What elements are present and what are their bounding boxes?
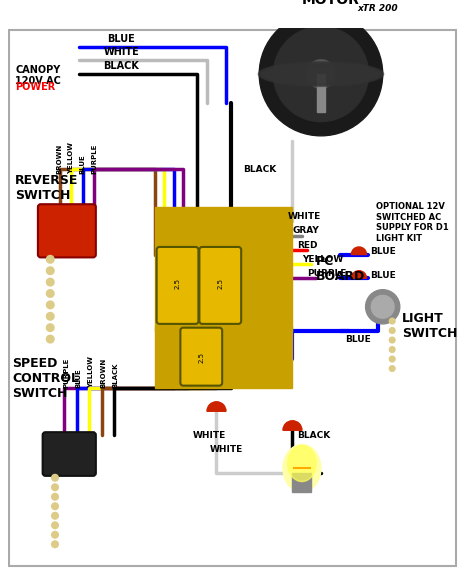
Text: MOTOR: MOTOR [301,0,359,7]
Circle shape [52,532,58,538]
Circle shape [52,512,58,519]
Text: LIGHT
SWITCH: LIGHT SWITCH [401,312,457,340]
Circle shape [52,503,58,509]
Wedge shape [283,421,302,431]
Text: PURPLE: PURPLE [307,269,346,278]
Text: BLUE: BLUE [370,271,396,280]
Text: BLACK: BLACK [103,61,139,71]
Text: BLUE: BLUE [80,154,85,174]
Ellipse shape [263,65,379,83]
Wedge shape [351,247,366,254]
Text: BLUE: BLUE [345,335,371,344]
Text: RED: RED [297,241,318,249]
Circle shape [307,60,335,89]
Text: WHITE: WHITE [193,431,226,440]
Circle shape [46,290,54,297]
Circle shape [46,335,54,343]
Text: BLACK: BLACK [113,362,119,387]
FancyBboxPatch shape [156,247,199,324]
Text: 2.5: 2.5 [217,278,223,289]
Circle shape [52,474,58,481]
Circle shape [52,494,58,500]
Text: PURPLE: PURPLE [91,144,97,174]
Text: OPTIONAL 12V
SWITCHED AC
SUPPLY FOR D1
LIGHT KIT: OPTIONAL 12V SWITCHED AC SUPPLY FOR D1 L… [376,202,449,243]
Ellipse shape [261,64,381,85]
Wedge shape [351,271,366,278]
FancyBboxPatch shape [343,0,413,19]
Bar [317,74,325,112]
FancyBboxPatch shape [38,204,96,257]
Circle shape [371,295,394,318]
Text: BROWN: BROWN [57,144,63,174]
Ellipse shape [260,62,382,85]
Text: 2.5: 2.5 [198,352,204,362]
Text: YELLOW: YELLOW [68,142,74,174]
Text: WHITE: WHITE [288,212,321,221]
Text: BROWN: BROWN [100,357,107,387]
Text: WHITE: WHITE [104,47,139,57]
Text: PC
BOARD: PC BOARD [316,255,365,283]
Circle shape [46,267,54,274]
Circle shape [46,301,54,308]
Circle shape [259,12,383,136]
FancyBboxPatch shape [200,247,241,324]
Text: WHITE: WHITE [210,445,243,453]
Circle shape [52,484,58,491]
Text: YELLOW: YELLOW [88,356,94,387]
Text: GRAY: GRAY [292,226,319,235]
Circle shape [46,324,54,332]
Text: SPEED
CONTROL
SWITCH: SPEED CONTROL SWITCH [12,357,79,399]
Text: xTR 200: xTR 200 [358,4,398,13]
Text: POWER: POWER [15,82,55,91]
Bar [292,473,311,492]
Circle shape [389,356,395,362]
Text: BLACK: BLACK [297,431,330,440]
Ellipse shape [258,62,383,86]
Text: BLACK: BLACK [243,165,276,174]
Text: REVERSE
SWITCH: REVERSE SWITCH [15,174,79,202]
Circle shape [46,278,54,286]
Text: BLUE: BLUE [370,247,396,256]
Text: BLUE: BLUE [76,368,82,387]
Circle shape [389,346,395,352]
Circle shape [46,312,54,320]
Circle shape [46,256,54,263]
Circle shape [365,290,400,324]
Ellipse shape [283,445,321,492]
Circle shape [52,541,58,548]
Ellipse shape [288,445,316,482]
Text: CANOPY
120V AC: CANOPY 120V AC [15,65,61,86]
Circle shape [389,337,395,343]
FancyBboxPatch shape [43,432,96,476]
Circle shape [273,27,368,122]
Text: YELLOW: YELLOW [302,255,343,264]
Text: 2.5: 2.5 [174,278,181,289]
Bar [155,326,292,387]
FancyBboxPatch shape [181,328,222,386]
Circle shape [52,522,58,529]
Circle shape [389,366,395,371]
Ellipse shape [264,65,378,82]
Text: BLUE: BLUE [108,34,136,44]
Wedge shape [207,402,226,411]
Text: PURPLE: PURPLE [64,357,69,387]
Circle shape [389,318,395,324]
Bar [155,207,292,331]
Circle shape [389,328,395,333]
